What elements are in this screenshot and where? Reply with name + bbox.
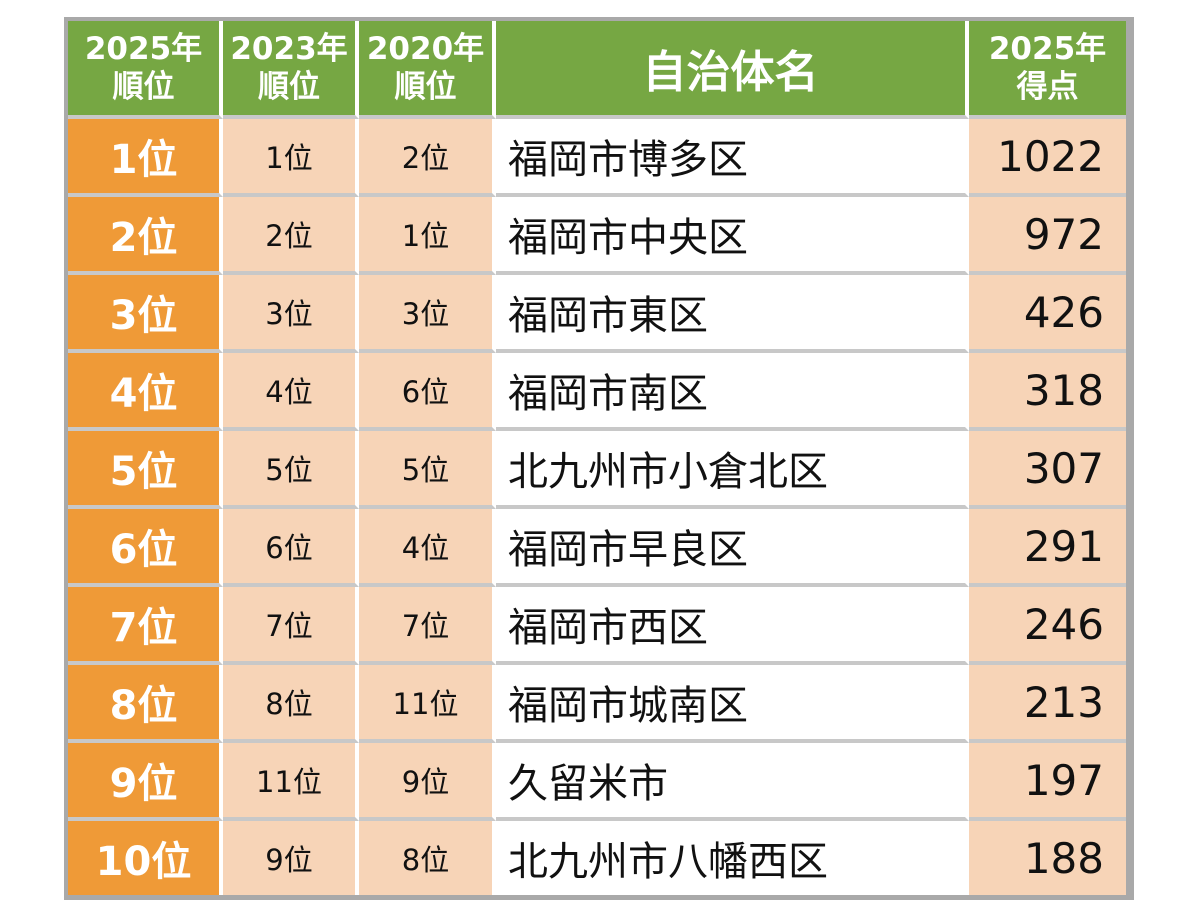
rank-2023-cell: 3位 xyxy=(223,275,359,353)
rank-2023-cell: 11位 xyxy=(223,743,359,821)
score-cell: 972 xyxy=(969,197,1126,275)
table-row: 10位 9位 8位 北九州市八幡西区 188 xyxy=(68,821,1126,895)
header-rank-2025-line2: 順位 xyxy=(112,69,175,105)
rank-2025-cell: 10位 xyxy=(68,821,223,895)
header-score-2025-line2: 得点 xyxy=(1016,69,1079,105)
rank-2020-cell: 11位 xyxy=(359,665,496,743)
rank-2020-cell: 5位 xyxy=(359,431,496,509)
table-row: 8位 8位 11位 福岡市城南区 213 xyxy=(68,665,1126,743)
rank-2020-cell: 4位 xyxy=(359,509,496,587)
rank-2023-cell: 1位 xyxy=(223,119,359,197)
municipality-cell: 福岡市中央区 xyxy=(496,197,969,275)
header-score-2025-line1: 2025年 xyxy=(988,31,1107,67)
rank-2023-cell: 4位 xyxy=(223,353,359,431)
table-row: 3位 3位 3位 福岡市東区 426 xyxy=(68,275,1126,353)
table-row: 2位 2位 1位 福岡市中央区 972 xyxy=(68,197,1126,275)
rank-2025-cell: 2位 xyxy=(68,197,223,275)
score-cell: 318 xyxy=(969,353,1126,431)
score-cell: 1022 xyxy=(969,119,1126,197)
municipality-cell: 福岡市早良区 xyxy=(496,509,969,587)
score-cell: 213 xyxy=(969,665,1126,743)
rank-2020-cell: 3位 xyxy=(359,275,496,353)
rank-2025-cell: 9位 xyxy=(68,743,223,821)
rank-2025-cell: 4位 xyxy=(68,353,223,431)
rank-2025-cell: 6位 xyxy=(68,509,223,587)
table-row: 1位 1位 2位 福岡市博多区 1022 xyxy=(68,119,1126,197)
table-row: 6位 6位 4位 福岡市早良区 291 xyxy=(68,509,1126,587)
rank-2023-cell: 9位 xyxy=(223,821,359,895)
rank-2020-cell: 7位 xyxy=(359,587,496,665)
municipality-cell: 福岡市東区 xyxy=(496,275,969,353)
rank-2025-cell: 8位 xyxy=(68,665,223,743)
rank-2023-cell: 5位 xyxy=(223,431,359,509)
rank-2020-cell: 8位 xyxy=(359,821,496,895)
rank-2020-cell: 2位 xyxy=(359,119,496,197)
ranking-table: 2025年 順位 2023年 順位 2020年 順位 自治体名 2025年 得点… xyxy=(68,21,1126,895)
header-row: 2025年 順位 2023年 順位 2020年 順位 自治体名 2025年 得点 xyxy=(68,21,1126,119)
rank-2020-cell: 6位 xyxy=(359,353,496,431)
header-rank-2023-line1: 2023年 xyxy=(230,31,348,67)
municipality-cell: 北九州市小倉北区 xyxy=(496,431,969,509)
rank-2020-cell: 1位 xyxy=(359,197,496,275)
score-cell: 197 xyxy=(969,743,1126,821)
municipality-cell: 福岡市博多区 xyxy=(496,119,969,197)
rank-2023-cell: 2位 xyxy=(223,197,359,275)
municipality-cell: 福岡市西区 xyxy=(496,587,969,665)
rank-2020-cell: 9位 xyxy=(359,743,496,821)
score-cell: 307 xyxy=(969,431,1126,509)
municipality-cell: 福岡市城南区 xyxy=(496,665,969,743)
score-cell: 188 xyxy=(969,821,1126,895)
header-rank-2023: 2023年 順位 xyxy=(223,21,359,119)
header-municipality: 自治体名 xyxy=(496,21,969,119)
score-cell: 246 xyxy=(969,587,1126,665)
table-row: 9位 11位 9位 久留米市 197 xyxy=(68,743,1126,821)
table-row: 5位 5位 5位 北九州市小倉北区 307 xyxy=(68,431,1126,509)
municipality-cell: 久留米市 xyxy=(496,743,969,821)
header-rank-2020: 2020年 順位 xyxy=(359,21,496,119)
score-cell: 426 xyxy=(969,275,1126,353)
header-rank-2025-line1: 2025年 xyxy=(84,31,203,67)
rank-2023-cell: 6位 xyxy=(223,509,359,587)
rank-2025-cell: 7位 xyxy=(68,587,223,665)
score-cell: 291 xyxy=(969,509,1126,587)
table-row: 4位 4位 6位 福岡市南区 318 xyxy=(68,353,1126,431)
rank-2025-cell: 3位 xyxy=(68,275,223,353)
header-rank-2025: 2025年 順位 xyxy=(68,21,223,119)
rank-2023-cell: 7位 xyxy=(223,587,359,665)
rank-2025-cell: 1位 xyxy=(68,119,223,197)
table-row: 7位 7位 7位 福岡市西区 246 xyxy=(68,587,1126,665)
header-rank-2020-line2: 順位 xyxy=(394,69,457,105)
municipality-cell: 福岡市南区 xyxy=(496,353,969,431)
rank-2025-cell: 5位 xyxy=(68,431,223,509)
header-score-2025: 2025年 得点 xyxy=(969,21,1126,119)
rank-2023-cell: 8位 xyxy=(223,665,359,743)
header-rank-2023-line2: 順位 xyxy=(258,69,320,105)
municipality-cell: 北九州市八幡西区 xyxy=(496,821,969,895)
header-rank-2020-line1: 2020年 xyxy=(366,31,485,67)
